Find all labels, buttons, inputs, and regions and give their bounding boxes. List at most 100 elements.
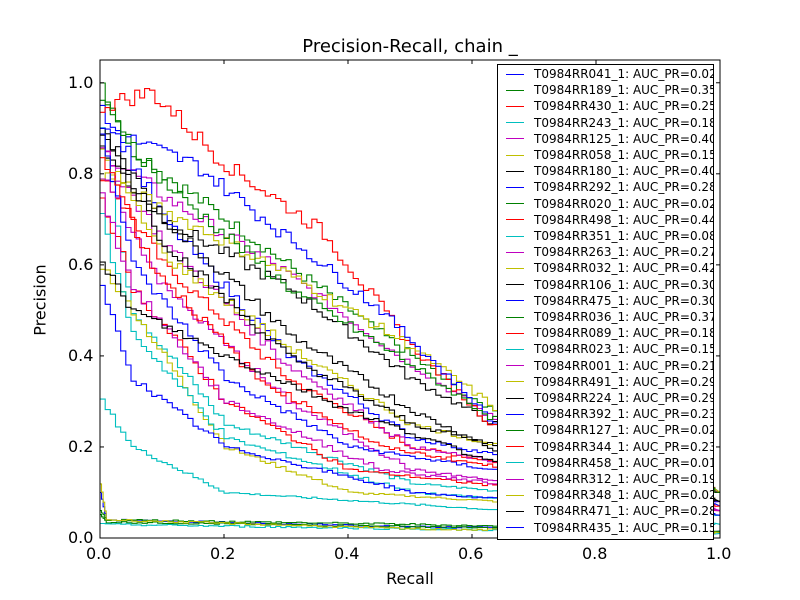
legend-swatch [506,510,524,512]
legend: T0984RR041_1: AUC_PR=0.02 T0984RR189_1: A… [497,64,714,540]
y-tick-label: 0.0 [68,528,94,547]
legend-label: T0984RR348_1: AUC_PR=0.02 [534,488,714,503]
axes-frame [99,59,721,539]
y-tick-label: 0.8 [68,163,94,183]
legend-swatch [506,478,524,480]
legend-swatch [506,316,524,318]
legend-item: T0984RR351_1: AUC_PR=0.08 [498,228,714,244]
legend-label: T0984RR435_1: AUC_PR=0.15 [534,520,714,535]
legend-item: T0984RR471_1: AUC_PR=0.28 [498,503,714,519]
x-tick-label: 0.6 [458,544,484,563]
legend-label: T0984RR032_1: AUC_PR=0.42 [534,261,714,276]
legend-label: T0984RR458_1: AUC_PR=0.01 [534,455,714,470]
legend-item: T0984RR127_1: AUC_PR=0.02 [498,422,714,438]
legend-label: T0984RR125_1: AUC_PR=0.40 [534,131,714,146]
legend-item: T0984RR243_1: AUC_PR=0.18 [498,115,714,131]
legend-swatch [506,122,524,124]
legend-swatch [506,348,524,350]
legend-item: T0984RR058_1: AUC_PR=0.15 [498,147,714,163]
legend-swatch [506,235,524,237]
legend-item: T0984RR348_1: AUC_PR=0.02 [498,487,714,503]
legend-label: T0984RR001_1: AUC_PR=0.21 [534,358,714,373]
legend-item: T0984RR312_1: AUC_PR=0.19 [498,471,714,487]
legend-item: T0984RR498_1: AUC_PR=0.44 [498,212,714,228]
legend-swatch [506,300,524,302]
legend-item: T0984RR475_1: AUC_PR=0.30 [498,293,714,309]
legend-item: T0984RR106_1: AUC_PR=0.30 [498,277,714,293]
legend-label: T0984RR180_1: AUC_PR=0.40 [534,164,714,179]
y-tick-label: 0.6 [68,254,94,274]
legend-swatch [506,365,524,367]
legend-swatch [506,284,524,286]
legend-swatch [506,397,524,399]
legend-swatch [506,462,524,464]
legend-swatch [506,203,524,205]
legend-label: T0984RR344_1: AUC_PR=0.23 [534,439,714,454]
legend-label: T0984RR058_1: AUC_PR=0.15 [534,148,714,162]
legend-swatch [506,219,524,221]
legend-item: T0984RR392_1: AUC_PR=0.23 [498,406,714,422]
legend-item: T0984RR125_1: AUC_PR=0.40 [498,131,714,147]
legend-item: T0984RR001_1: AUC_PR=0.21 [498,358,714,374]
legend-swatch [506,332,524,334]
legend-item: T0984RR430_1: AUC_PR=0.25 [498,98,714,114]
legend-swatch [506,251,524,253]
legend-item: T0984RR023_1: AUC_PR=0.15 [498,341,714,357]
legend-item: T0984RR292_1: AUC_PR=0.28 [498,179,714,195]
legend-item: T0984RR491_1: AUC_PR=0.29 [498,374,714,390]
legend-label: T0984RR224_1: AUC_PR=0.29 [534,391,714,405]
x-tick-label: 0.0 [86,544,112,563]
legend-label: T0984RR020_1: AUC_PR=0.02 [534,196,714,211]
legend-item: T0984RR036_1: AUC_PR=0.37 [498,309,714,325]
legend-label: T0984RR292_1: AUC_PR=0.28 [534,180,714,195]
legend-label: T0984RR036_1: AUC_PR=0.37 [534,310,714,324]
legend-swatch [506,73,524,75]
y-tick-label: 1.0 [68,72,94,92]
legend-label: T0984RR312_1: AUC_PR=0.19 [534,472,714,486]
legend-item: T0984RR435_1: AUC_PR=0.15 [498,520,714,536]
legend-label: T0984RR491_1: AUC_PR=0.29 [534,374,714,389]
legend-swatch [506,267,524,269]
legend-label: T0984RR089_1: AUC_PR=0.18 [534,326,714,341]
legend-item: T0984RR089_1: AUC_PR=0.18 [498,325,714,341]
x-tick-label: 1.0 [706,544,732,563]
legend-label: T0984RR263_1: AUC_PR=0.27 [534,245,714,260]
legend-swatch [506,186,524,188]
legend-item: T0984RR224_1: AUC_PR=0.29 [498,390,714,406]
legend-label: T0984RR106_1: AUC_PR=0.30 [534,277,714,292]
legend-swatch [506,89,524,91]
legend-swatch [506,170,524,172]
legend-swatch [506,105,524,107]
legend-label: T0984RR127_1: AUC_PR=0.02 [534,423,714,438]
legend-swatch [506,446,524,448]
legend-swatch [506,381,524,383]
x-axis-label: Recall [386,569,434,588]
legend-swatch [506,413,524,415]
legend-label: T0984RR023_1: AUC_PR=0.15 [534,342,714,357]
legend-label: T0984RR430_1: AUC_PR=0.25 [534,99,714,114]
legend-label: T0984RR351_1: AUC_PR=0.08 [534,229,714,243]
legend-item: T0984RR041_1: AUC_PR=0.02 [498,66,714,82]
y-tick-label: 0.2 [68,436,94,456]
legend-item: T0984RR032_1: AUC_PR=0.42 [498,260,714,276]
legend-item: T0984RR180_1: AUC_PR=0.40 [498,163,714,179]
legend-label: T0984RR498_1: AUC_PR=0.44 [534,212,714,227]
x-tick-label: 0.2 [210,544,236,563]
legend-swatch [506,154,524,156]
legend-label: T0984RR471_1: AUC_PR=0.28 [534,504,714,519]
legend-swatch [506,429,524,431]
legend-swatch [506,527,524,529]
legend-label: T0984RR475_1: AUC_PR=0.30 [534,293,714,308]
legend-swatch [506,494,524,496]
legend-swatch [506,138,524,140]
legend-label: T0984RR392_1: AUC_PR=0.23 [534,407,714,422]
chart-title: Precision-Recall, chain _ [302,36,518,57]
y-axis-label: Precision [30,264,50,336]
legend-item: T0984RR458_1: AUC_PR=0.01 [498,455,714,471]
y-tick-label: 0.4 [68,345,94,365]
legend-label: T0984RR243_1: AUC_PR=0.18 [534,115,714,130]
x-tick-label: 0.4 [334,544,360,563]
legend-label: T0984RR189_1: AUC_PR=0.35 [534,83,714,98]
legend-label: T0984RR041_1: AUC_PR=0.02 [534,67,714,81]
legend-item: T0984RR020_1: AUC_PR=0.02 [498,196,714,212]
